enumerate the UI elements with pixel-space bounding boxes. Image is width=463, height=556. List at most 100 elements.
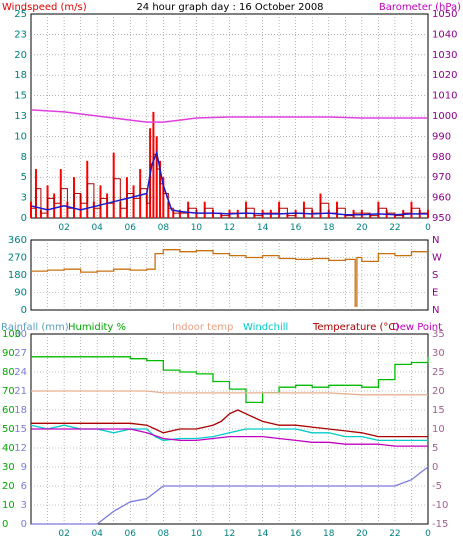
legend-humidity: Humidity % — [68, 322, 126, 333]
legend-dew-point: Dew Point — [392, 322, 442, 333]
y-tick-label-right: 10 — [432, 424, 445, 435]
y-tick-label-left: 9 — [21, 462, 27, 473]
barometer-line — [30, 109, 428, 123]
y-tick-label-right: N — [432, 235, 439, 246]
y-tick-label-left: 25 — [14, 9, 27, 20]
legend-temperature: Temperature (°C) — [312, 322, 399, 333]
y-tick-label-left: 15 — [14, 424, 27, 435]
y-tick-label-left: 270 — [8, 253, 27, 264]
y-tick-label-right: 5 — [432, 443, 438, 454]
x-tick-label: 22 — [389, 529, 400, 539]
y-tick-label-left: 180 — [8, 270, 27, 281]
y-tick-label-left: 21 — [14, 386, 27, 397]
wind-speed-line — [31, 153, 428, 217]
x-tick-label: 10 — [191, 223, 203, 233]
y-tick-label-left: 18 — [14, 70, 27, 81]
y-tick-label-left: 360 — [8, 235, 27, 246]
humidity-tick-label: 40 — [2, 443, 15, 454]
y-tick-label-right: 950 — [432, 213, 451, 224]
y-tick-label-right: 1030 — [432, 50, 457, 61]
humidity-tick-label: 0 — [2, 519, 8, 530]
x-tick-label: 22 — [389, 223, 400, 233]
x-tick-label: 18 — [323, 529, 335, 539]
y-tick-label-right: 1010 — [432, 91, 457, 102]
x-tick-label: 12 — [224, 529, 235, 539]
y-tick-label-right: 1040 — [432, 29, 457, 40]
y-tick-label-right: 970 — [432, 172, 451, 183]
humidity-tick-label: 30 — [2, 462, 15, 473]
x-tick-label: 20 — [356, 529, 368, 539]
y-tick-label-left: 0 — [21, 213, 27, 224]
x-tick-label: 14 — [257, 529, 269, 539]
barometer-axis-label: Barometer (hPa) — [379, 2, 461, 13]
temperature-line — [31, 409, 428, 438]
y-tick-label-right: 1050 — [432, 9, 457, 20]
dew-point-line — [31, 428, 428, 447]
y-tick-label-right: 1020 — [432, 70, 457, 81]
y-tick-label-left: 30 — [14, 329, 27, 340]
series-layer — [30, 109, 429, 525]
axis-layer: 02 04 06 08 10 12 14 16 18 20 22 002 04 06 08 10 12 14 16 1… — [2, 9, 457, 539]
chart-title: 24 hour graph day : 16 October 2008 — [136, 2, 323, 13]
y-tick-label-left: 5 — [21, 172, 27, 183]
y-tick-label-right: 25 — [432, 367, 445, 378]
x-tick-label: 14 — [257, 223, 269, 233]
y-tick-label-right: S — [432, 270, 438, 281]
y-tick-label-right: 960 — [432, 193, 451, 204]
y-tick-label-left: 20 — [14, 50, 27, 61]
y-tick-label-left: 15 — [14, 91, 27, 102]
y-tick-label-left: 23 — [14, 29, 27, 40]
x-tick-label: 20 — [356, 223, 368, 233]
wind-direction-line — [31, 249, 428, 307]
x-tick-label: 18 — [323, 223, 335, 233]
y-tick-label-right: -15 — [432, 519, 448, 530]
humidity-tick-label: 10 — [2, 500, 15, 511]
wind-average-line — [30, 150, 428, 216]
legend-windchill: Windchill — [243, 322, 288, 333]
x-tick-label: 04 — [91, 529, 103, 539]
y-tick-label-right: 35 — [432, 329, 445, 340]
x-tick-label: 0 — [425, 223, 431, 233]
y-tick-label-left: 0 — [21, 519, 27, 530]
y-tick-label-left: 10 — [14, 131, 27, 142]
x-tick-label: 02 — [58, 223, 69, 233]
indoor-temp-line — [31, 390, 428, 396]
y-tick-label-right: 15 — [432, 405, 445, 416]
y-tick-label-left: 0 — [21, 305, 27, 316]
y-tick-label-right: N — [432, 305, 439, 316]
humidity-tick-label: 90 — [2, 348, 15, 359]
y-tick-label-right: 990 — [432, 131, 451, 142]
x-tick-label: 10 — [191, 529, 203, 539]
y-tick-label-right: -5 — [432, 481, 442, 492]
humidity-tick-label: 60 — [2, 405, 15, 416]
humidity-tick-label: 20 — [2, 481, 15, 492]
x-tick-label: 08 — [158, 223, 170, 233]
y-tick-label-left: 3 — [21, 193, 27, 204]
y-tick-label-left: 8 — [21, 152, 27, 163]
grid-layer — [31, 14, 428, 524]
y-tick-label-right: E — [432, 288, 438, 299]
y-tick-label-left: 18 — [14, 405, 27, 416]
y-tick-label-left: 12 — [14, 443, 27, 454]
y-tick-label-left: 3 — [21, 500, 27, 511]
humidity-tick-label: 100 — [2, 329, 21, 340]
x-tick-label: 12 — [224, 223, 235, 233]
y-tick-label-left: 24 — [14, 367, 27, 378]
y-tick-label-left: 27 — [14, 348, 27, 359]
legend-rainfall: Rainfall (mm) — [1, 322, 69, 333]
x-tick-label: 02 — [58, 529, 69, 539]
humidity-tick-label: 70 — [2, 386, 15, 397]
x-tick-label: 08 — [158, 529, 170, 539]
y-tick-label-right: 0 — [432, 462, 438, 473]
y-tick-label-right: 1000 — [432, 111, 457, 122]
y-tick-label-right: 980 — [432, 152, 451, 163]
y-tick-label-right: 20 — [432, 386, 445, 397]
x-tick-label: 06 — [125, 529, 137, 539]
x-tick-label: 16 — [290, 529, 302, 539]
y-tick-label-right: W — [432, 253, 442, 264]
y-tick-label-left: 13 — [14, 111, 27, 122]
x-tick-label: 16 — [290, 223, 302, 233]
x-tick-label: 0 — [425, 529, 431, 539]
x-tick-label: 06 — [125, 223, 137, 233]
